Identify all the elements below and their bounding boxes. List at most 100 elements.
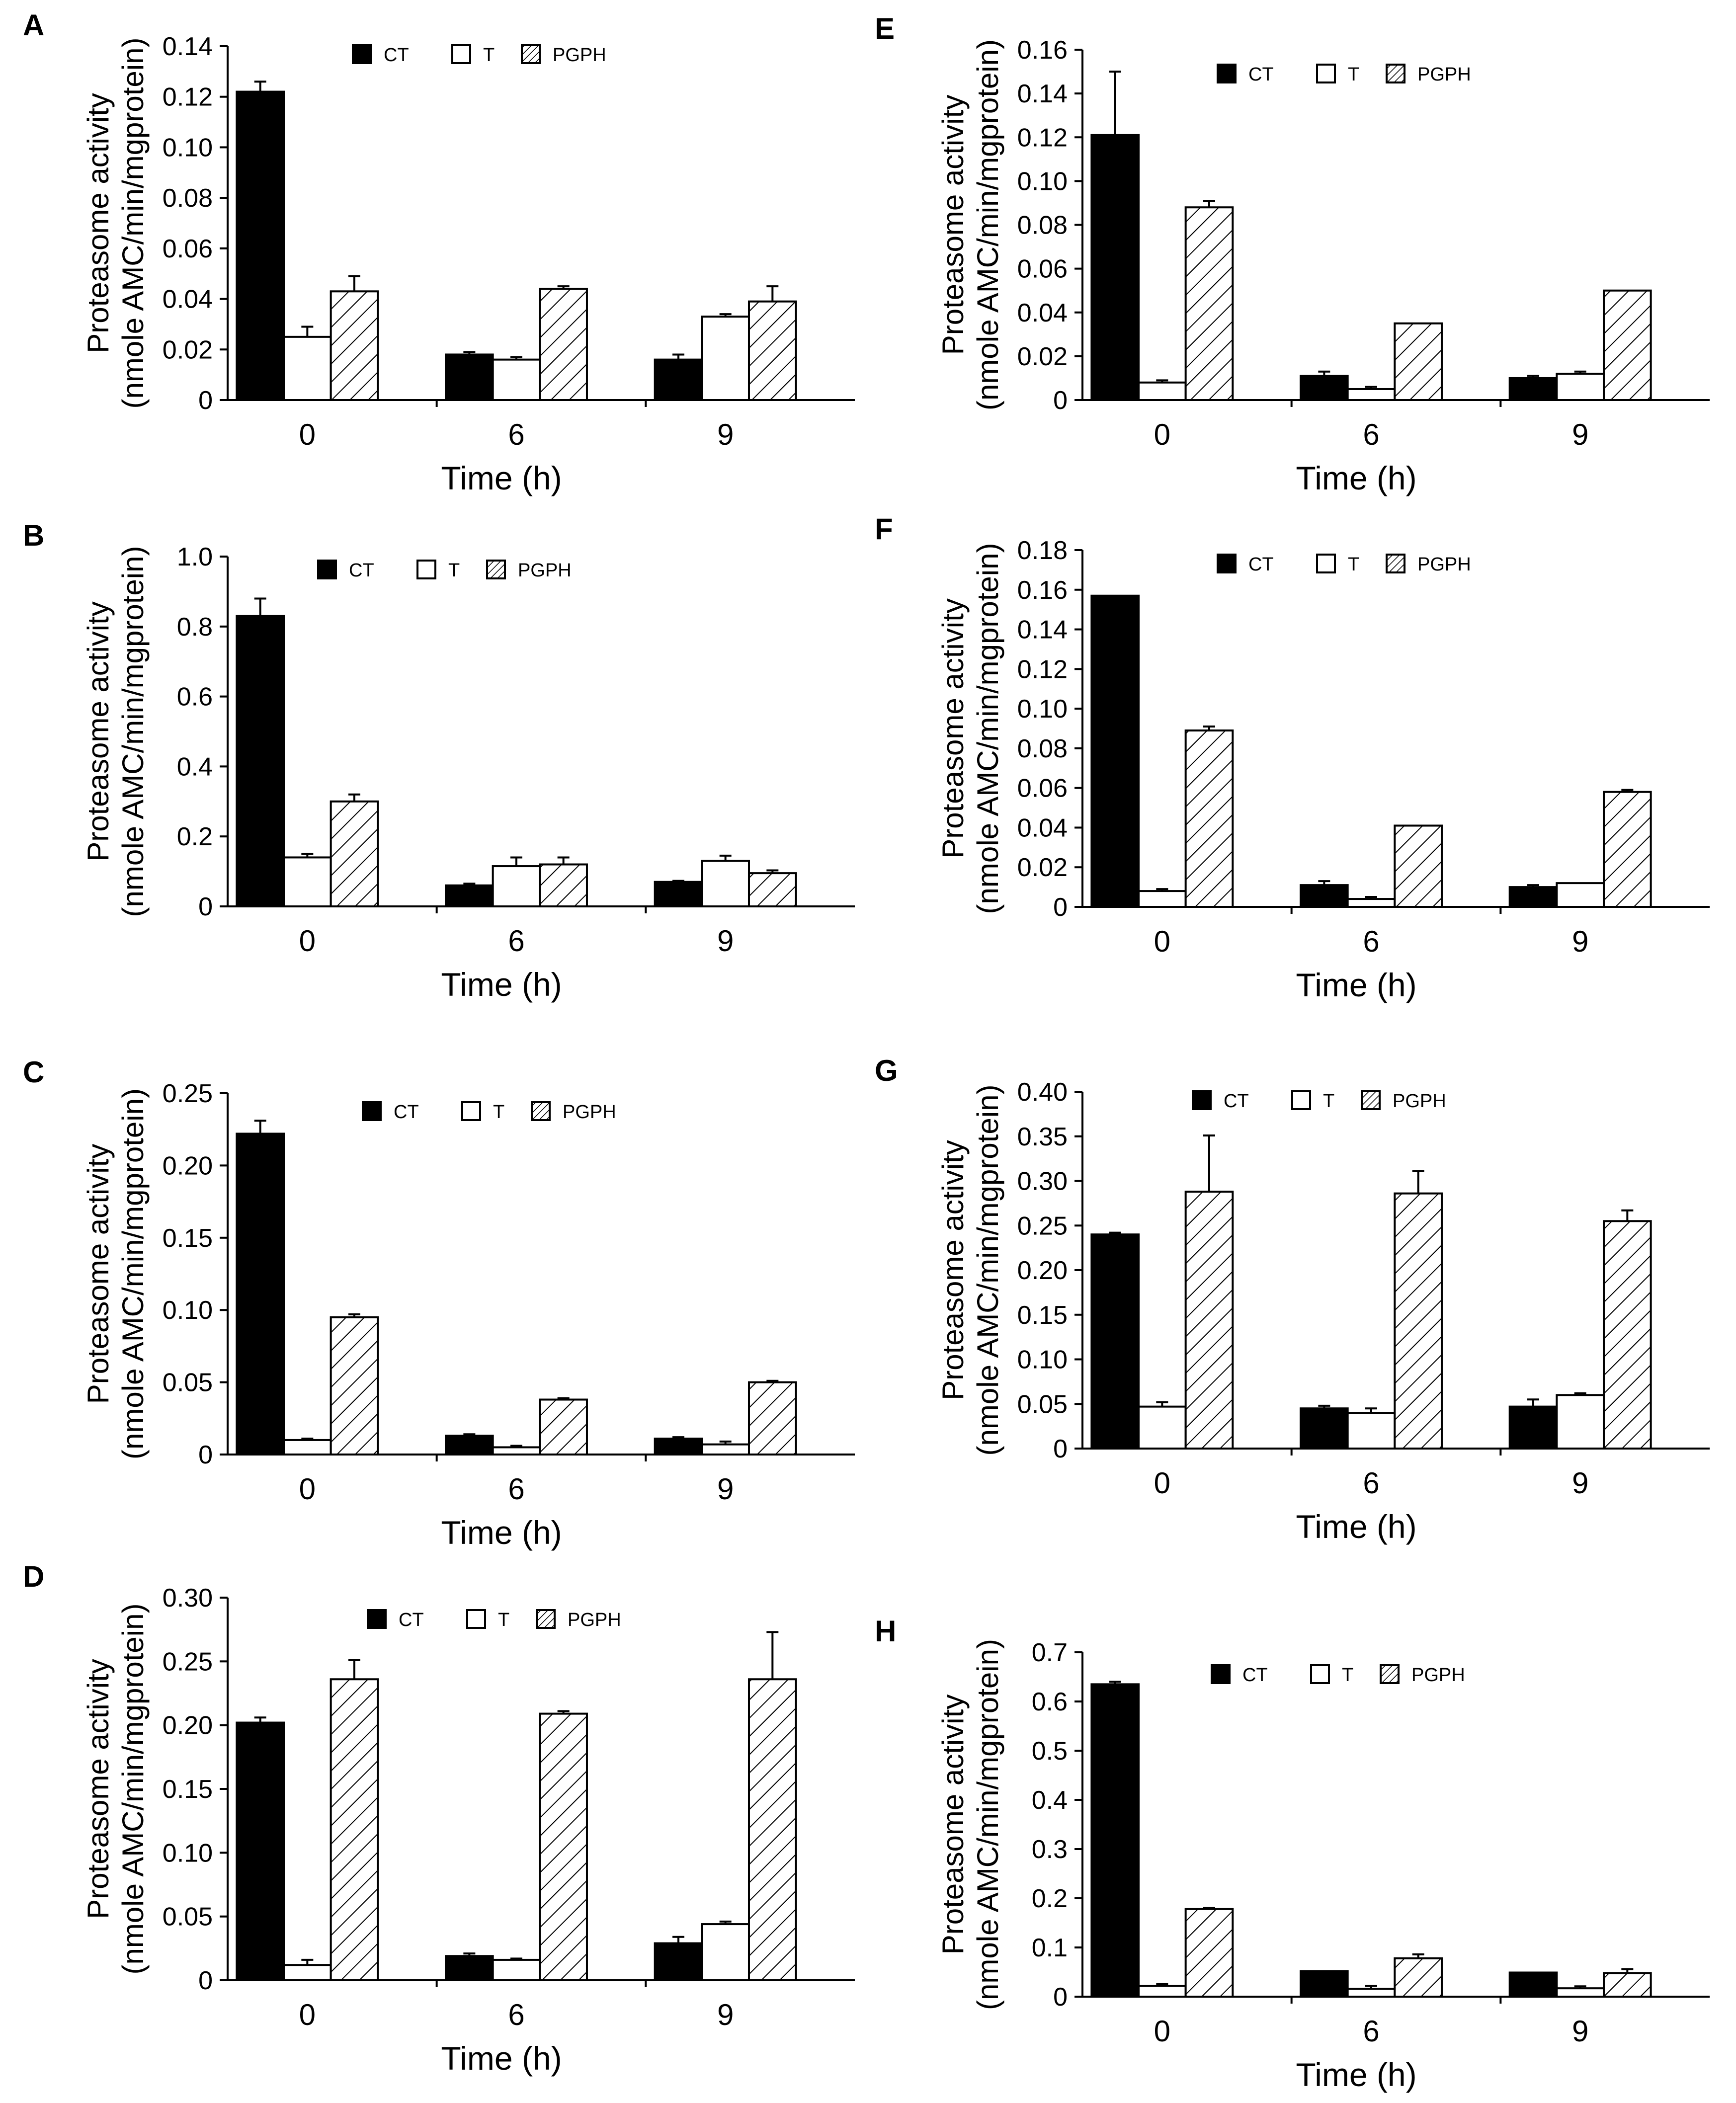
bar-pgph [1394, 1192, 1443, 1450]
legend-swatch-t [1291, 1090, 1311, 1110]
bar-pgph [539, 288, 588, 401]
x-axis-title: Time (h) [441, 1514, 562, 1551]
legend-swatch-ct [362, 1101, 382, 1121]
bar-ct [654, 358, 703, 402]
y-tick-label: 0.18 [1017, 536, 1068, 565]
bar-pgph [330, 1678, 379, 1981]
y-tick-label: 0.12 [163, 83, 213, 112]
y-tick-label: 0.16 [1017, 576, 1068, 605]
x-axis-title: Time (h) [1296, 1508, 1416, 1545]
y-tick-label: 0.04 [163, 285, 213, 314]
bar-ct [1300, 1970, 1349, 1998]
x-tick-label: 0 [1154, 1466, 1170, 1500]
bar-pgph [539, 863, 588, 908]
legend-swatch-ct [317, 560, 337, 579]
x-axis-title: Time (h) [441, 2040, 562, 2077]
x-tick-label: 9 [717, 418, 734, 451]
legend-swatch-t [1316, 64, 1336, 83]
bar-t [492, 358, 541, 402]
bar-pgph [330, 1316, 379, 1456]
legend-label-t: T [493, 1102, 504, 1123]
y-tick-label: 0 [198, 1966, 213, 1995]
legend-label-t: T [1323, 1091, 1334, 1112]
y-tick-label: 0.14 [163, 32, 213, 61]
legend-swatch-ct [1217, 64, 1237, 83]
y-tick-label: 0.10 [163, 1839, 213, 1867]
y-tick-label: 0.05 [163, 1903, 213, 1932]
y-tick-label: 0.20 [1017, 1256, 1068, 1285]
legend-label-pgph: PGPH [563, 1102, 616, 1123]
legend-swatch-t [1310, 1664, 1330, 1684]
legend-label-t: T [498, 1610, 509, 1630]
x-tick-label: 0 [299, 924, 316, 958]
bar-pgph [1394, 824, 1443, 908]
y-tick-label: 0.08 [163, 184, 213, 213]
y-tick-label: 0.10 [1017, 167, 1068, 196]
bar-ct [236, 1132, 285, 1456]
x-tick-label: 9 [717, 1998, 734, 2031]
bar-ct [1300, 375, 1349, 401]
y-tick-label: 0.08 [1017, 211, 1068, 240]
y-tick-label: 0.16 [1017, 36, 1068, 65]
y-tick-label: 0.14 [1017, 616, 1068, 645]
bar-ct [445, 884, 494, 908]
bar-t [701, 316, 750, 402]
panel-label: D [23, 1560, 44, 1593]
panel-d: D 0 0.05 0.10 0.15 0.20 0.25 0.30 0 6 9 Time (h) Pro… [23, 1560, 855, 2077]
legend-label-pgph: PGPH [1417, 64, 1471, 85]
bar-pgph [1394, 1957, 1443, 1998]
y-tick-label: 0.10 [1017, 695, 1068, 724]
y-axis-title: Proteasome activity [82, 93, 115, 353]
bar-t [701, 1923, 750, 1981]
x-tick-label: 9 [717, 1472, 734, 1506]
legend-label-ct: CT [1248, 64, 1274, 85]
x-tick-label: 0 [1154, 925, 1170, 958]
y-tick-label: 0.10 [163, 1296, 213, 1325]
legend-swatch-pgph [536, 1609, 556, 1629]
x-tick-label: 6 [1363, 2015, 1379, 2048]
legend: CT T PGPH [367, 1609, 621, 1630]
y-tick-label: 0.05 [163, 1369, 213, 1397]
y-tick-label: 0 [198, 386, 213, 415]
legend-swatch-ct [1217, 554, 1237, 573]
bar-pgph [1184, 1908, 1234, 1998]
y-tick-label: 0 [1053, 1983, 1068, 2012]
bar-ct [654, 1438, 703, 1456]
y-tick-label: 0.30 [163, 1584, 213, 1613]
y-tick-label: 0.15 [1017, 1301, 1068, 1330]
y-tick-label: 0.10 [1017, 1346, 1068, 1375]
legend: CT T PGPH [362, 1101, 616, 1123]
y-tick-label: 0.6 [1032, 1688, 1068, 1716]
legend-label-t: T [448, 560, 460, 581]
y-tick-label: 0.04 [1017, 299, 1068, 327]
bar-t [1346, 1412, 1396, 1450]
x-tick-label: 6 [508, 418, 524, 451]
legend-swatch-ct [352, 44, 372, 64]
legend: CT T PGPH [1217, 554, 1471, 575]
x-tick-label: 0 [1154, 2015, 1170, 2048]
legend-label-ct: CT [399, 1610, 424, 1630]
bar-ct [654, 881, 703, 907]
legend-swatch-t [461, 1101, 481, 1121]
bar-ct [1508, 886, 1558, 908]
y-tick-label: 0.06 [1017, 774, 1068, 803]
x-tick-label: 6 [508, 924, 524, 958]
panel-b: B 0 0.2 0.4 0.6 0.8 1.0 0 6 9 Time (h) Proteasome a… [23, 519, 855, 1003]
legend: CT T PGPH [1211, 1664, 1465, 1686]
panel-label: B [23, 519, 44, 552]
y-tick-label: 0.35 [1017, 1123, 1068, 1151]
y-tick-label: 0.08 [1017, 734, 1068, 763]
bar-pgph [1602, 1220, 1652, 1450]
bar-pgph [747, 300, 797, 402]
y-tick-label: 0.25 [1017, 1212, 1068, 1240]
legend-swatch-pgph [1386, 64, 1405, 83]
legend-label-t: T [1348, 554, 1359, 575]
bar-pgph [747, 1381, 797, 1456]
bar-t [1346, 388, 1396, 401]
bar-t [1346, 1988, 1396, 1998]
bar-ct [1090, 594, 1140, 908]
bar-t [492, 1446, 541, 1456]
y-tick-label: 0.2 [177, 822, 213, 851]
panel-label: H [875, 1615, 896, 1648]
